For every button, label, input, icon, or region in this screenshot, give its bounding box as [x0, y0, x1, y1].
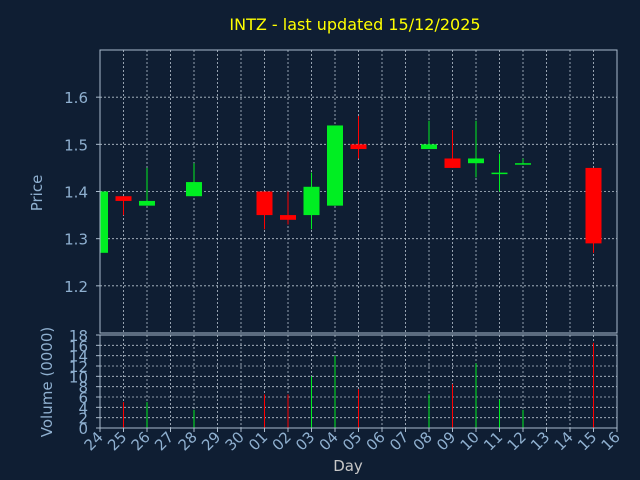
candle-body — [256, 191, 273, 216]
price-panel-frame — [99, 49, 618, 334]
candle-body — [186, 182, 202, 197]
price-tick-labels: 1.2 1.3 1.4 1.5 1.6 — [64, 89, 100, 296]
volume-tick-label: 16 — [69, 337, 88, 355]
candle-body — [444, 158, 461, 168]
candle-body — [139, 200, 155, 206]
candle-15 — [585, 167, 602, 253]
volume-tick-label: 6 — [78, 389, 88, 407]
candle-26 — [139, 167, 155, 206]
candle-body — [100, 191, 108, 253]
x-axis-label: Day — [333, 457, 363, 475]
candle-body — [421, 144, 437, 150]
volume-tick-label: 8 — [78, 379, 88, 397]
volume-tick-label: 14 — [69, 348, 88, 366]
candle-body — [585, 167, 602, 244]
candle-01 — [256, 191, 273, 230]
candle-08 — [421, 120, 437, 150]
price-axis-label: Price — [28, 175, 46, 212]
x-tick-labels: 2425262728293001020304050607080910111213… — [81, 428, 624, 454]
volume-panel-frame — [99, 334, 618, 429]
price-tick-label: 1.4 — [64, 184, 88, 202]
candle-body — [515, 163, 531, 165]
volume-tick-label: 4 — [78, 399, 88, 417]
price-tick-label: 1.2 — [64, 278, 88, 296]
candle-10 — [468, 120, 484, 178]
candle-body — [115, 196, 132, 201]
candle-body — [350, 144, 367, 150]
plot-frames — [99, 49, 618, 429]
candle-body — [303, 186, 320, 216]
candle-28 — [186, 163, 202, 197]
chart-title: INTZ - last updated 15/12/2025 — [229, 15, 480, 34]
volume-tick-label: 18 — [69, 327, 88, 345]
volume-axis-label: Volume (0000) — [38, 327, 56, 437]
candle-24 — [99, 191, 108, 253]
volume-bars — [123, 342, 594, 428]
candle-04 — [327, 125, 343, 206]
candle-25 — [115, 196, 132, 216]
volume-tick-label: 10 — [69, 368, 88, 386]
candle-11 — [491, 153, 508, 192]
candle-body — [468, 158, 484, 164]
volume-tick-label: 0 — [78, 420, 88, 438]
candle-body — [280, 215, 296, 220]
candle-12 — [515, 158, 531, 165]
candle-05 — [350, 116, 367, 159]
price-tick-label: 1.3 — [64, 231, 88, 249]
candle-09 — [444, 130, 461, 168]
volume-tick-label: 12 — [69, 358, 88, 376]
price-tick-label: 1.6 — [64, 89, 88, 107]
volume-tick-label: 2 — [78, 410, 88, 428]
candle-02 — [280, 191, 296, 225]
candle-03 — [303, 172, 320, 230]
price-candles — [99, 116, 602, 253]
price-tick-label: 1.5 — [64, 136, 88, 154]
candle-body — [491, 172, 508, 175]
candle-body — [327, 125, 343, 206]
